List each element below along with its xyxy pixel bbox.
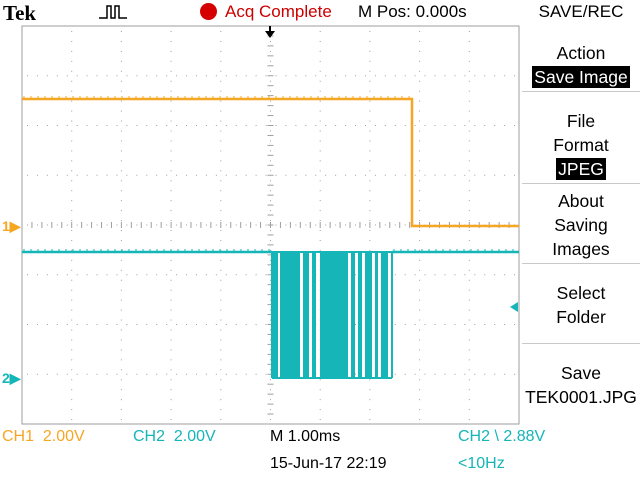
- ch1-ground-marker: 1▶: [2, 218, 21, 234]
- file-format-label-2: Format: [553, 135, 609, 155]
- action-label: Action: [556, 43, 606, 63]
- about-saving-button[interactable]: About Saving Images: [522, 189, 640, 264]
- ch1-label: CH1: [2, 428, 35, 445]
- trigger-frequency: <10Hz: [458, 455, 505, 472]
- trigger-readout: CH2 \ 2.88V: [458, 428, 546, 445]
- about-line-3: Images: [552, 239, 610, 259]
- select-folder-line-2: Folder: [556, 307, 606, 327]
- ch1-waveform-noise: [23, 96, 410, 99]
- ch1-waveform: [22, 97, 519, 228]
- about-line-1: About: [558, 191, 604, 211]
- file-format-value: JPEG: [556, 158, 606, 180]
- trigger-level-icon: [510, 302, 518, 312]
- ch2-readout: CH2 2.00V: [133, 428, 216, 446]
- acq-status-icon: [200, 3, 217, 20]
- ch1-readout: CH1 2.00V: [2, 428, 85, 446]
- brand-logo: Tek: [3, 1, 37, 25]
- about-line-2: Saving: [554, 215, 608, 235]
- ch2-waveform-noise: [23, 249, 514, 252]
- save-rec-menu: Action Save Image File Format JPEG About…: [522, 26, 640, 414]
- ch1-scale: 2.00V: [42, 428, 85, 445]
- select-folder-line-1: Select: [556, 283, 606, 303]
- save-line-1: Save: [561, 363, 601, 383]
- trigger-position-icon: [265, 26, 275, 38]
- date-time: 15-Jun-17 22:19: [270, 455, 387, 472]
- save-filename: TEK0001.JPG: [525, 387, 637, 407]
- horizontal-position: M Pos: 0.000s: [358, 2, 467, 21]
- pulse-trigger-icon: [99, 5, 127, 19]
- ch2-label: CH2: [133, 428, 166, 445]
- ch2-ground-marker: 2▶: [2, 370, 21, 386]
- status-bar: Tek Acq Complete M Pos: 0.000s SAVE/REC: [0, 0, 640, 26]
- menu-title: SAVE/REC: [538, 2, 624, 21]
- file-format-button[interactable]: File Format JPEG: [522, 109, 640, 184]
- file-format-label-1: File: [566, 111, 596, 131]
- action-button[interactable]: Action Save Image: [522, 41, 640, 92]
- acq-status: Acq Complete: [225, 2, 332, 21]
- select-folder-button[interactable]: Select Folder: [522, 281, 640, 344]
- save-button[interactable]: Save TEK0001.JPG: [522, 361, 640, 411]
- ch2-data-burst: [271, 251, 393, 379]
- timebase-readout: M 1.00ms: [270, 428, 341, 445]
- action-value: Save Image: [532, 66, 630, 88]
- ch2-scale: 2.00V: [173, 428, 216, 445]
